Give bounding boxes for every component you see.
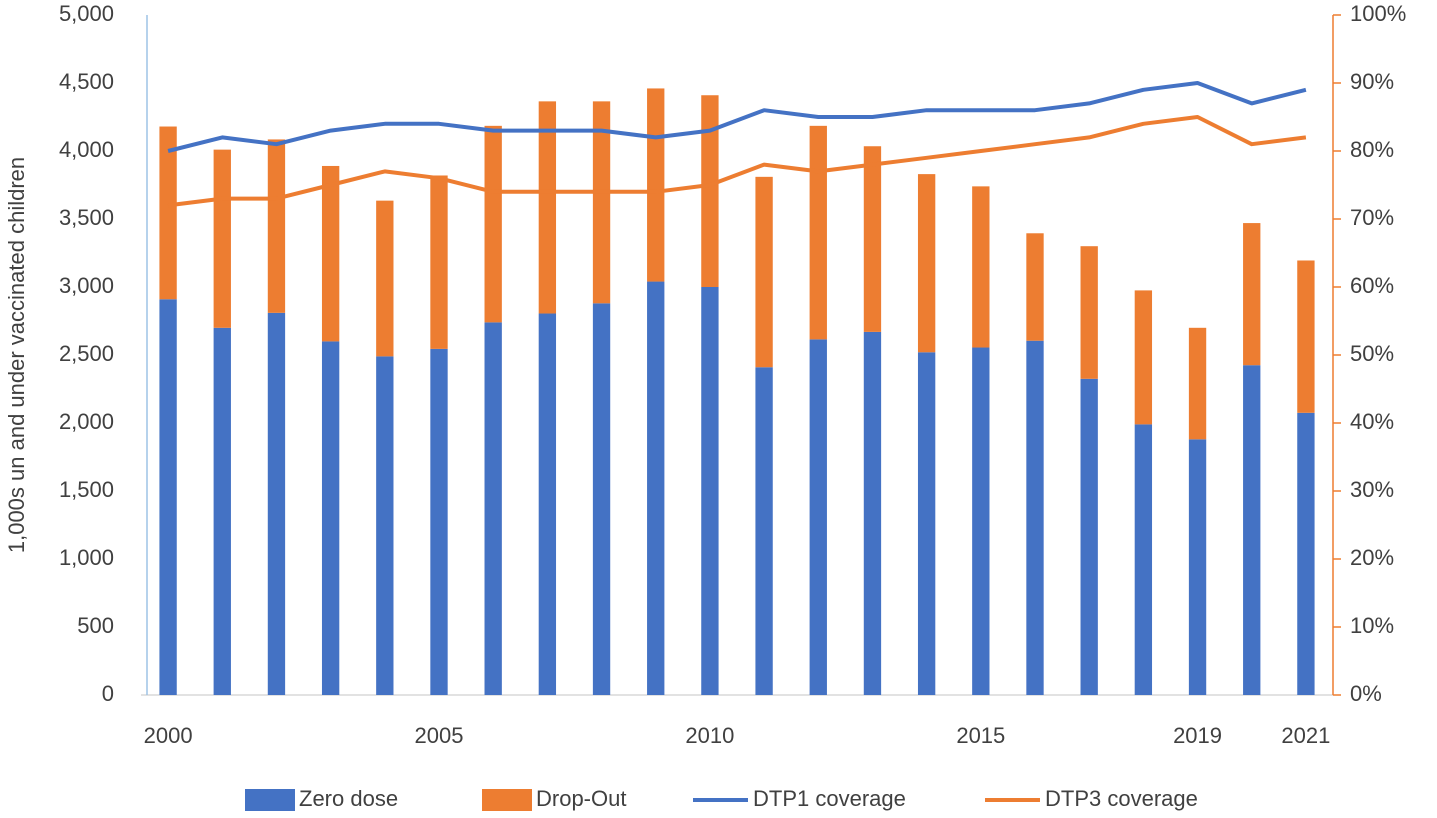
legend-label: DTP3 coverage [1045, 786, 1198, 811]
bar [213, 327, 231, 695]
y-tick-label: 1,500 [59, 477, 114, 502]
legend-swatch [245, 789, 295, 811]
bar [1080, 246, 1098, 379]
bar [1297, 412, 1315, 695]
bar [321, 341, 340, 695]
line [167, 81, 1307, 153]
y2-tick-label: 0% [1350, 681, 1382, 706]
bar [376, 200, 394, 357]
bar [917, 174, 936, 353]
y-tick-label: 5,000 [59, 1, 114, 26]
bar [863, 146, 882, 332]
bar [755, 176, 773, 368]
x-tick-label: 2005 [415, 723, 464, 748]
y-tick-label: 4,500 [59, 69, 114, 94]
bar [484, 322, 502, 695]
bar [647, 281, 665, 695]
y-axis-label: 1,000s un and under vaccinated children [4, 157, 29, 553]
y2-tick-label: 40% [1350, 409, 1394, 434]
y-tick-label: 2,500 [59, 341, 114, 366]
x-tick-label: 2000 [144, 723, 193, 748]
y-tick-label: 3,000 [59, 273, 114, 298]
bar [809, 339, 827, 695]
bar [267, 139, 286, 313]
y-tick-label: 3,500 [59, 205, 114, 230]
bar [701, 287, 719, 695]
bar [592, 101, 611, 304]
y2-tick-label: 30% [1350, 477, 1394, 502]
bar [538, 313, 557, 695]
bar [972, 347, 990, 695]
bar [159, 299, 177, 695]
bar [213, 149, 231, 328]
x-tick-label: 2010 [685, 723, 734, 748]
bar [1134, 290, 1153, 425]
bar [1297, 260, 1315, 413]
legend-label: DTP1 coverage [753, 786, 906, 811]
bar [484, 125, 502, 323]
y2-tick-label: 90% [1350, 69, 1394, 94]
bar [376, 356, 394, 695]
y2-tick-label: 60% [1350, 273, 1394, 298]
bar [1188, 439, 1207, 695]
legend-label: Zero dose [299, 786, 398, 811]
x-tick-label: 2019 [1173, 723, 1222, 748]
y2-tick-label: 70% [1350, 205, 1394, 230]
y-tick-label: 1,000 [59, 545, 114, 570]
bar [701, 95, 719, 288]
bar [430, 175, 448, 349]
bar [538, 101, 557, 314]
bar [321, 165, 340, 342]
bar [917, 352, 936, 695]
y-tick-label: 0 [102, 681, 114, 706]
bar [159, 126, 177, 300]
bar [430, 348, 448, 695]
bar [1243, 223, 1261, 366]
x-tick-label: 2015 [956, 723, 1005, 748]
bar [267, 312, 286, 695]
y2-tick-label: 10% [1350, 613, 1394, 638]
bar [1243, 365, 1261, 695]
y-tick-label: 4,000 [59, 137, 114, 162]
bar [1188, 327, 1207, 440]
bar [1026, 340, 1044, 695]
y2-tick-label: 80% [1350, 137, 1394, 162]
bar [592, 303, 611, 695]
x-tick-label: 2021 [1281, 723, 1330, 748]
line [167, 115, 1307, 208]
bar [972, 186, 990, 348]
y2-tick-label: 20% [1350, 545, 1394, 570]
y2-tick-label: 50% [1350, 341, 1394, 366]
y-tick-label: 500 [77, 613, 114, 638]
bar [1080, 378, 1098, 695]
bar [647, 88, 665, 282]
bar [1026, 233, 1044, 341]
bar [863, 331, 882, 695]
legend-label: Drop-Out [536, 786, 626, 811]
bar [809, 125, 827, 340]
bar [755, 367, 773, 695]
y2-tick-label: 100% [1350, 1, 1406, 26]
legend-swatch [482, 789, 532, 811]
y-tick-label: 2,000 [59, 409, 114, 434]
bar [1134, 424, 1153, 695]
